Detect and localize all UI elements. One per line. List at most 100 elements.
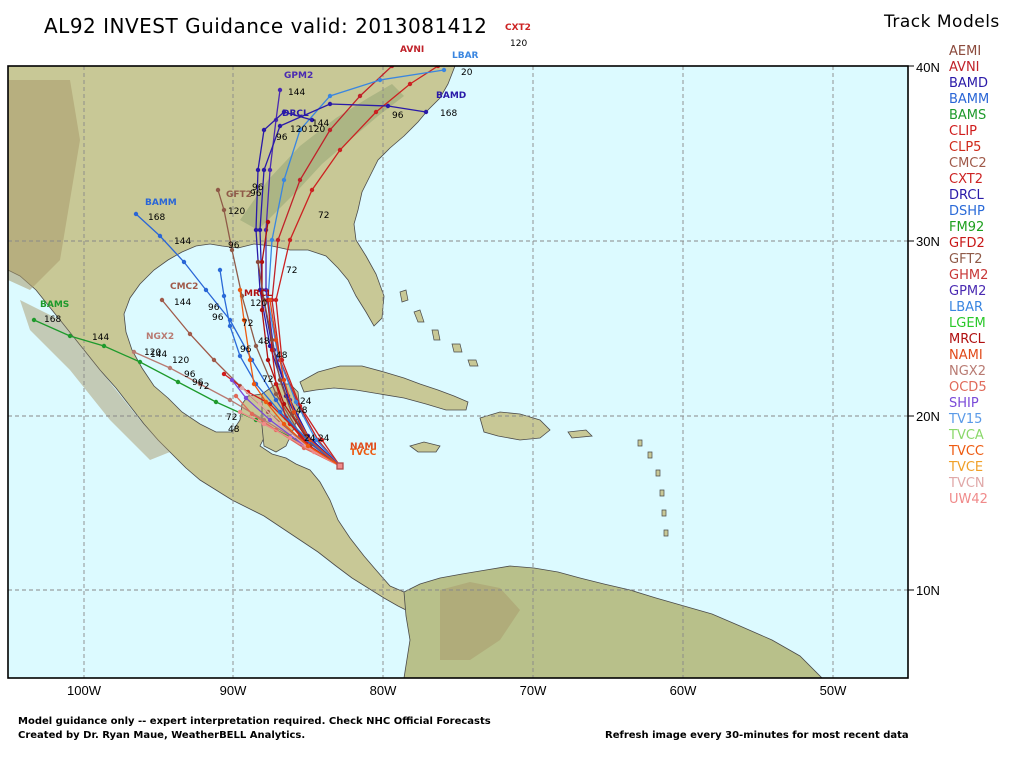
track-point [233,393,239,399]
track-point [221,207,227,213]
track-label: 96 [192,378,204,388]
track-tvcc [239,289,341,467]
lat-label: 20N [916,409,940,424]
track-point [253,227,259,233]
track-point [277,421,283,427]
legend-entry-lgem: LGEM [949,316,986,331]
track-point [309,117,315,123]
land-lesser-antilles [637,439,669,537]
track-point [253,343,259,349]
track-label: 120 [228,207,245,217]
track-label: GFT2 [226,190,252,200]
track-label: 24 [300,397,312,407]
storm-origin-marker [336,462,344,470]
track-point [257,227,263,233]
track-point [247,357,253,363]
legend-entry-cxt2: CXT2 [949,172,983,187]
track-point [267,297,273,303]
track-point [313,437,319,443]
lon-label: 60W [670,683,697,698]
legend-entry-mrcl: MRCL [949,332,985,347]
track-point [423,109,429,115]
legend-entry-tv15: TV15 [949,412,983,427]
land-jamaica [409,441,441,453]
track-point [273,381,279,387]
track-point [197,381,203,387]
lon-label: 90W [220,683,247,698]
track-annotations: CXT2120AVNILBAR20GPM2144120BAMD16896DRCL… [40,23,531,458]
track-label: 20 [461,68,473,78]
track-label: 96 [276,133,288,143]
legend-entry-ship: SHIP [949,396,979,411]
track-point [291,409,297,415]
land-bahamas [399,289,479,367]
track-point [213,399,219,405]
track-label: 120 [250,299,267,309]
legend-entry-tvcn: TVCN [949,476,985,491]
track-avni [271,66,393,467]
track-point [251,381,257,387]
track-label: 48 [228,425,240,435]
track-point [181,259,187,265]
track-point [281,177,287,183]
track-point [241,317,247,323]
track-point [273,391,279,397]
track-point [319,437,325,443]
track-label: NAMI [350,442,377,452]
track-point [309,187,315,193]
track-label: 120 [510,39,527,49]
legend-entry-avni: AVNI [949,60,980,75]
track-label: 168 [148,213,165,223]
track-point [277,409,283,415]
track-point [217,267,223,273]
track-point [269,347,275,353]
track-point [357,93,363,99]
track-point [257,287,263,293]
track-label: 72 [318,211,329,221]
track-label: 144 [150,350,167,360]
track-point [281,401,287,407]
track-label: 144 [312,119,329,129]
track-label: 72 [198,382,209,392]
track-point [215,187,221,193]
legend-entry-lbar: LBAR [949,300,984,315]
track-label: 96 [240,345,252,355]
legend-entry-ngx2: NGX2 [949,364,986,379]
track-point [265,219,271,225]
land-cuba [299,365,469,411]
legend-entry-tvce: TVCE [949,460,984,475]
track-point [287,237,293,243]
track-point [221,293,227,299]
land-puerto-rico [567,429,593,439]
track-point [275,237,281,243]
track-point [243,395,249,401]
track-label: 144 [174,298,191,308]
track-point [293,399,299,405]
legend-entry-aemi: AEMI [949,44,982,59]
legend-entry-gpm2: GPM2 [949,284,987,299]
legend-entry-tvcc: TVCC [949,444,984,459]
model-tracks [31,66,447,470]
lon-label: 70W [520,683,547,698]
legend-title: Track Models [884,12,1000,32]
track-point [265,357,271,363]
track-label: 168 [44,315,61,325]
track-label: 96 [184,370,196,380]
track-point [287,435,293,441]
legend-entry-ghm2: GHM2 [949,268,989,283]
track-point [237,353,243,359]
legend-entry-gfd2: GFD2 [949,236,985,251]
track-point [159,297,165,303]
track-point [101,343,107,349]
track-point [277,377,283,383]
lat-label: 40N [916,60,940,75]
track-point [305,443,311,449]
track-point [157,233,163,239]
track-label: 96 [252,183,264,193]
land-north-america [8,66,456,613]
track-nami [269,299,341,467]
track-point [337,147,343,153]
track-point [259,259,265,265]
track-label: BAMM [145,198,177,208]
track-point [263,287,269,293]
